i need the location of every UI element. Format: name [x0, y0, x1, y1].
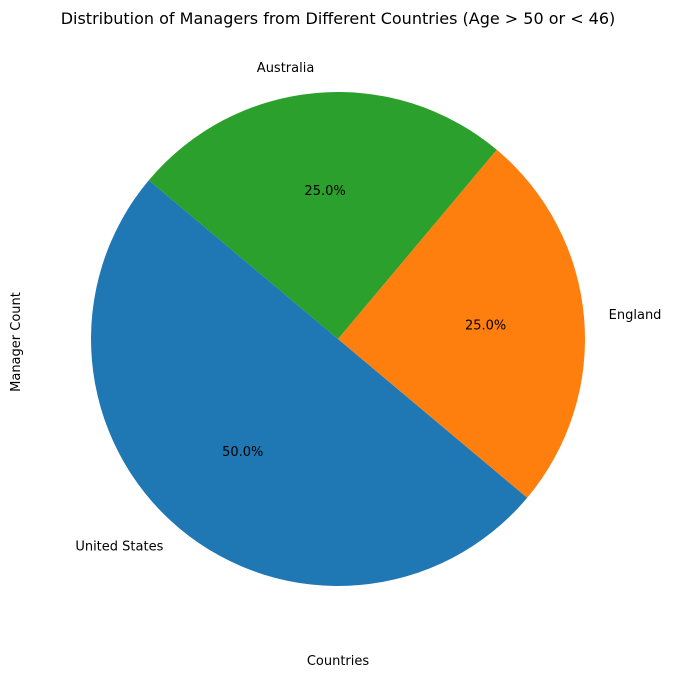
- pie-slice-england: [338, 149, 585, 498]
- percent-label-england: 25.0%: [465, 319, 506, 334]
- x-axis-label: Countries: [307, 654, 370, 669]
- chart-title: Distribution of Managers from Different …: [61, 9, 616, 28]
- pie-labels: United States 50.0% England 25.0% Australia 2…: [75, 61, 661, 555]
- slice-label-united-states: United States: [75, 540, 163, 555]
- percent-label-australia: 25.0%: [304, 184, 345, 199]
- slice-label-australia: Australia: [257, 61, 315, 76]
- pie-slices: [91, 92, 585, 587]
- slice-label-england: England: [609, 308, 662, 323]
- pie-slice-australia: [148, 92, 497, 339]
- percent-label-united-states: 50.0%: [222, 445, 263, 460]
- pie-slice-united-states: [91, 180, 528, 587]
- y-axis-label: Manager Count: [9, 292, 24, 392]
